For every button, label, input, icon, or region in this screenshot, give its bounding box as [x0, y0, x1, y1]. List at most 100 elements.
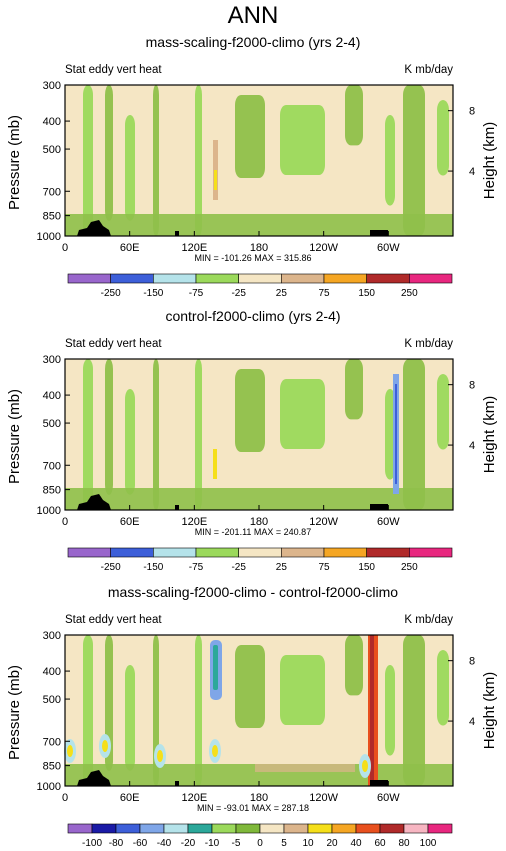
- x-tick-label: 60E: [120, 242, 140, 254]
- colorbar-label: 100: [420, 838, 437, 849]
- colorbar-label: 60: [374, 838, 386, 849]
- colorbar-label: 250: [401, 562, 418, 573]
- min-max-stats: MIN = -201.11 MAX = 240.87: [195, 527, 311, 537]
- x-tick-label: 0: [62, 792, 68, 804]
- colorbar-label: -20: [181, 838, 196, 849]
- colorbar-label: 20: [326, 838, 338, 849]
- contour-region: [403, 85, 425, 236]
- colorbar-box: [211, 823, 237, 834]
- colorbar-box: [153, 547, 197, 558]
- colorbar-box: [115, 823, 141, 834]
- colorbar-box: [187, 823, 213, 834]
- y-tick-label: 1000: [37, 505, 61, 517]
- panel-title: mass-scaling-f2000-climo (yrs 2-4): [146, 34, 361, 50]
- contour-region: [153, 359, 159, 510]
- colorbar-box: [281, 273, 325, 284]
- plot-area: [65, 85, 453, 236]
- y-right-tick-label: 8: [469, 656, 475, 668]
- contour-region: [83, 635, 93, 786]
- y-axis-label: Pressure (mb): [6, 665, 23, 760]
- contour-region: [385, 389, 395, 480]
- terrain-mask: [77, 494, 111, 510]
- contour-region: [157, 750, 163, 762]
- colorbar-box: [91, 823, 117, 834]
- left-string: Stat eddy vert heat: [65, 338, 162, 350]
- contour-region: [235, 645, 265, 729]
- colorbar-box: [331, 823, 357, 834]
- colorbar-box: [235, 823, 261, 834]
- colorbar-label: -40: [157, 838, 172, 849]
- colorbar-label: 80: [398, 838, 410, 849]
- contour-region: [213, 449, 217, 479]
- x-tick-label: 60E: [120, 792, 140, 804]
- colorbar-box: [110, 273, 154, 284]
- terrain-mask: [175, 505, 179, 510]
- y-tick-label: 300: [43, 354, 61, 366]
- colorbar-box: [67, 273, 111, 284]
- contour-region: [235, 95, 265, 179]
- colorbar-box: [409, 547, 453, 558]
- y-axis-label: Pressure (mb): [6, 389, 23, 484]
- x-tick-label: 120E: [181, 792, 207, 804]
- colorbar-label: -150: [143, 562, 163, 573]
- contour-region: [345, 85, 363, 146]
- colorbar-label: 150: [358, 288, 375, 299]
- y-tick-label: 300: [43, 630, 61, 642]
- x-tick-label: 60E: [120, 516, 140, 528]
- y-tick-label: 500: [43, 418, 61, 430]
- y-tick-label: 700: [43, 736, 61, 748]
- x-tick-label: 0: [62, 516, 68, 528]
- y-right-tick-label: 4: [469, 166, 475, 178]
- colorbar-label: 250: [401, 288, 418, 299]
- panel-title: control-f2000-climo (yrs 2-4): [165, 308, 340, 324]
- y-tick-label: 850: [43, 485, 61, 497]
- x-tick-label: 60W: [377, 792, 400, 804]
- contour-region: [125, 665, 135, 771]
- colorbar-label: -75: [189, 562, 204, 573]
- contour-region: [125, 115, 135, 221]
- left-string: Stat eddy vert heat: [65, 614, 162, 626]
- x-tick-label: 180: [250, 792, 268, 804]
- contour-region: [280, 655, 325, 725]
- colorbar-box: [195, 547, 239, 558]
- terrain-mask: [370, 230, 388, 236]
- contour-region: [403, 635, 425, 786]
- contour-region: [437, 374, 449, 450]
- page-title: ANN: [227, 2, 279, 29]
- colorbar-label: -10: [205, 838, 220, 849]
- colorbar-box: [403, 823, 429, 834]
- y-tick-label: 400: [43, 116, 61, 128]
- y-right-tick-label: 4: [469, 440, 475, 452]
- colorbar-box: [355, 823, 381, 834]
- colorbar-box: [163, 823, 189, 834]
- colorbar-label: -25: [231, 562, 246, 573]
- contour-region: [105, 85, 113, 221]
- colorbar-label: 25: [276, 562, 288, 573]
- contour-region: [102, 740, 108, 752]
- y-right-tick-label: 8: [469, 106, 475, 118]
- colorbar-box: [307, 823, 333, 834]
- contour-region: [370, 635, 374, 786]
- colorbar-box: [281, 547, 325, 558]
- colorbar-box: [366, 273, 410, 284]
- contour-region: [195, 635, 202, 786]
- y-tick-label: 850: [43, 211, 61, 223]
- contour-region: [67, 745, 73, 757]
- colorbar-label: -60: [133, 838, 148, 849]
- x-tick-label: 120E: [181, 242, 207, 254]
- contour-region: [65, 764, 453, 786]
- colorbar-box: [238, 547, 282, 558]
- colorbar-label: -80: [109, 838, 124, 849]
- x-tick-label: 120W: [309, 792, 338, 804]
- colorbar-box: [409, 273, 453, 284]
- contour-region: [235, 369, 265, 453]
- contour-region: [280, 379, 325, 449]
- colorbar-box: [195, 273, 239, 284]
- x-tick-label: 120W: [309, 242, 338, 254]
- terrain-mask: [175, 231, 179, 236]
- contour-region: [153, 85, 159, 236]
- colorbar-box: [153, 273, 197, 284]
- colorbar-label: -150: [143, 288, 163, 299]
- panel-title: mass-scaling-f2000-climo - control-f2000…: [108, 584, 398, 600]
- colorbar-label: 0: [257, 838, 263, 849]
